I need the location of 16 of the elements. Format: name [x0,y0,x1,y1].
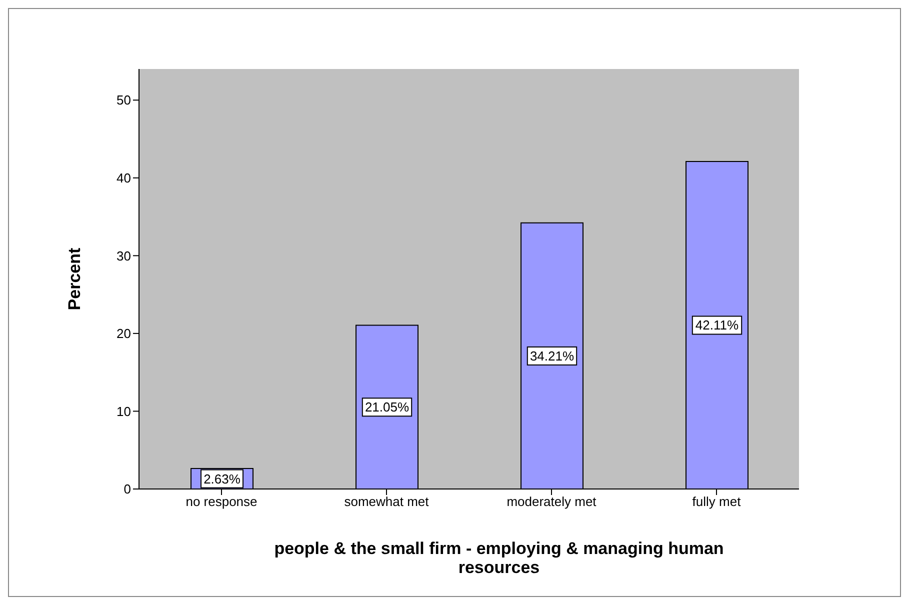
y-tick-label: 30 [116,248,131,264]
data-label: 34.21% [530,348,574,364]
y-tick-label: 20 [116,326,131,342]
x-tick-label: no response [186,494,258,510]
x-tick-label: somewhat met [344,494,430,510]
x-axis-title: people & the small firm - employing & managing human resources [273,539,725,577]
y-tick-label: 40 [116,170,131,186]
y-axis-title: Percent [65,247,84,310]
y-tick-label: 10 [116,404,131,419]
data-label: 2.63% [204,471,241,486]
data-label: 42.11% [695,318,739,333]
y-tick-label: 0 [124,482,131,497]
x-tick-label: moderately met [506,494,597,510]
data-label: 21.05% [364,400,410,415]
x-tick-label: fully met [692,494,742,510]
y-tick-label: 50 [116,92,131,108]
